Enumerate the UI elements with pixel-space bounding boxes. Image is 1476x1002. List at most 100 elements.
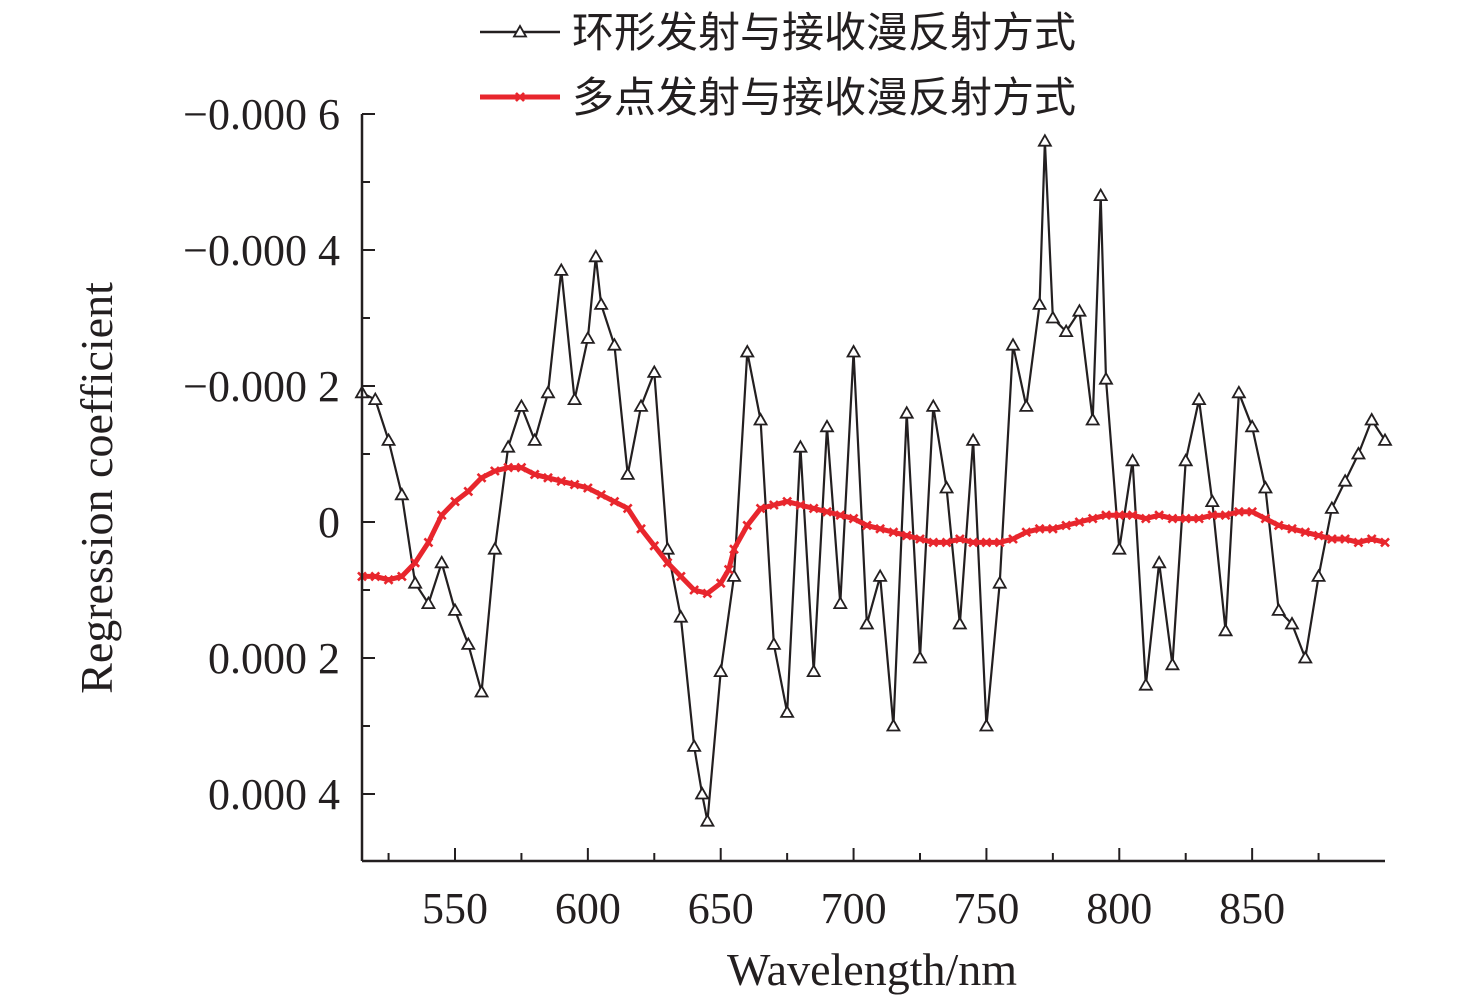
data-point — [420, 595, 436, 609]
data-point — [848, 513, 859, 524]
data-point — [489, 466, 500, 476]
y-tick-label: −0.000 6 — [183, 90, 340, 139]
axes: 550 600 650 700 750 800 850 −0.000 6−0.000 4−0… — [183, 90, 1385, 933]
data-point — [675, 571, 686, 582]
data-point — [1125, 452, 1141, 467]
data-point — [487, 541, 503, 555]
data-point — [407, 575, 423, 589]
data-point — [1178, 452, 1194, 467]
data-point — [1005, 337, 1021, 351]
data-point — [1364, 412, 1380, 426]
data-point — [1350, 446, 1366, 460]
data-point — [981, 537, 992, 548]
data-point — [527, 432, 543, 446]
data-point — [1087, 513, 1098, 524]
data-point — [806, 663, 822, 677]
data-point — [556, 476, 567, 487]
data-point — [1297, 650, 1313, 664]
data-point — [596, 489, 607, 500]
data-point — [580, 330, 596, 344]
data-point — [660, 541, 676, 555]
data-point — [1220, 510, 1231, 521]
data-point — [702, 588, 713, 599]
legend-label: 多点发射与接收漫反射方式 — [572, 73, 1076, 122]
data-point — [713, 663, 729, 677]
series-multipoint-emission — [357, 462, 1390, 599]
data-point — [1257, 480, 1273, 494]
data-point — [396, 571, 407, 582]
data-point — [543, 472, 553, 483]
data-point — [1154, 510, 1165, 521]
data-point — [1164, 656, 1180, 671]
data-point — [1047, 523, 1058, 534]
data-point — [383, 574, 394, 585]
data-point — [367, 391, 383, 406]
data-point — [553, 262, 569, 276]
data-point — [792, 439, 808, 453]
data-point — [474, 684, 490, 698]
data-point — [872, 568, 888, 582]
data-point — [370, 571, 381, 582]
data-point — [633, 398, 649, 412]
data-point — [808, 503, 819, 514]
data-point — [755, 503, 766, 514]
data-point — [965, 432, 981, 446]
data-point — [729, 544, 739, 555]
data-point — [1313, 530, 1324, 541]
data-point — [753, 412, 769, 426]
data-point — [423, 537, 434, 548]
y-axis-title: Regression coefficient — [71, 282, 122, 694]
data-point — [795, 500, 806, 510]
y-tick-label: −0.000 2 — [183, 362, 340, 411]
data-point — [1093, 187, 1109, 202]
data-point — [766, 636, 782, 650]
data-point — [567, 391, 583, 406]
data-point — [1324, 500, 1340, 514]
data-point — [1138, 677, 1154, 691]
legend-marker — [515, 92, 525, 102]
data-point — [1204, 493, 1220, 508]
data-point — [1058, 323, 1074, 338]
data-point — [463, 486, 474, 497]
data-point — [1151, 554, 1167, 569]
data-point — [450, 496, 460, 507]
data-point — [885, 718, 901, 732]
data-point — [875, 523, 886, 534]
data-point — [694, 786, 710, 800]
data-point — [662, 557, 673, 568]
data-point — [699, 813, 715, 827]
data-point — [500, 439, 516, 453]
data-point — [941, 537, 952, 548]
legend-label: 环形发射与接收漫反射方式 — [572, 8, 1076, 57]
data-point — [861, 520, 872, 531]
data-point — [1074, 517, 1085, 527]
data-point — [529, 469, 540, 480]
data-point — [1233, 506, 1244, 517]
data-point — [1032, 296, 1048, 310]
x-ticks: 550 600 650 700 750 800 850 — [387, 848, 1320, 933]
data-point — [859, 616, 875, 630]
data-point — [1326, 534, 1337, 544]
data-point — [1337, 473, 1353, 487]
data-point — [835, 510, 846, 521]
data-point — [1366, 534, 1377, 544]
series-ring-emission — [354, 133, 1393, 827]
data-point — [819, 418, 835, 433]
data-point — [646, 364, 662, 378]
data-point — [673, 609, 689, 623]
data-point — [1377, 432, 1393, 446]
data-point — [1071, 303, 1087, 317]
y-ticks: −0.000 6 −0.000 4 −0.000 2 0 0.000 2 0.000 4 — [183, 90, 375, 819]
data-point — [381, 432, 397, 446]
x-tick-label: 800 — [1086, 884, 1152, 933]
data-point — [569, 479, 580, 490]
data-point — [1045, 310, 1061, 324]
data-point — [1231, 384, 1247, 399]
data-point — [726, 568, 742, 582]
data-point — [954, 534, 965, 544]
data-point — [1260, 513, 1271, 524]
data-point — [436, 510, 447, 521]
data-point — [742, 520, 753, 531]
data-point — [447, 602, 463, 616]
